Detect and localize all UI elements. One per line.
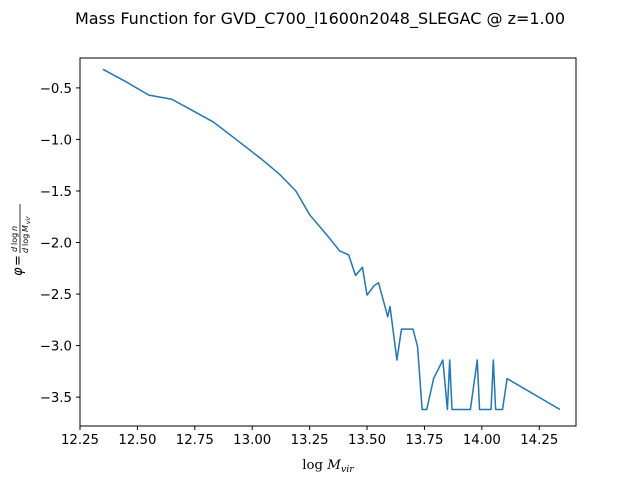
x-tick-label: 12.25 <box>61 433 99 448</box>
x-tick-label: 14.25 <box>520 433 558 448</box>
svg-text:log: log <box>10 233 19 245</box>
x-tick-label: 12.75 <box>176 433 214 448</box>
x-axis-ticks: 12.25 12.50 12.75 13.00 13.25 13.50 13.75 14.00… <box>61 426 558 448</box>
svg-text:vir: vir <box>25 216 32 224</box>
y-tick-label: −2.5 <box>40 288 72 303</box>
svg-text:log: log <box>21 234 30 246</box>
x-tick-label: 13.75 <box>405 433 443 448</box>
svg-text:n: n <box>10 226 19 231</box>
y-tick-label: −0.5 <box>40 82 72 97</box>
x-tick-label: 13.00 <box>233 433 271 448</box>
y-tick-label: −1.0 <box>40 133 72 148</box>
plot-background <box>80 58 576 426</box>
x-tick-label: 13.25 <box>291 433 329 448</box>
svg-text:φ: φ <box>11 267 26 276</box>
x-tick-label: 14.00 <box>463 433 501 448</box>
svg-text:M: M <box>21 225 30 232</box>
chart-title: Mass Function for GVD_C700_l1600n2048_SL… <box>75 9 565 29</box>
y-tick-label: −2.0 <box>40 237 72 252</box>
y-tick-label: −1.5 <box>40 185 72 200</box>
x-axis-label: log Mvir <box>302 458 355 475</box>
svg-text:d: d <box>10 246 19 252</box>
svg-text:d: d <box>21 247 30 253</box>
svg-text:=: = <box>11 255 26 266</box>
y-axis-ticks: −0.5 −1.0 −1.5 −2.0 −2.5 −3.0 −3.5 <box>40 82 80 406</box>
y-tick-label: −3.0 <box>40 340 72 355</box>
x-tick-label: 13.50 <box>348 433 386 448</box>
y-axis-label: φ = d log n d log M vir <box>10 204 32 276</box>
x-tick-label: 12.50 <box>118 433 156 448</box>
y-tick-label: −3.5 <box>40 391 72 406</box>
